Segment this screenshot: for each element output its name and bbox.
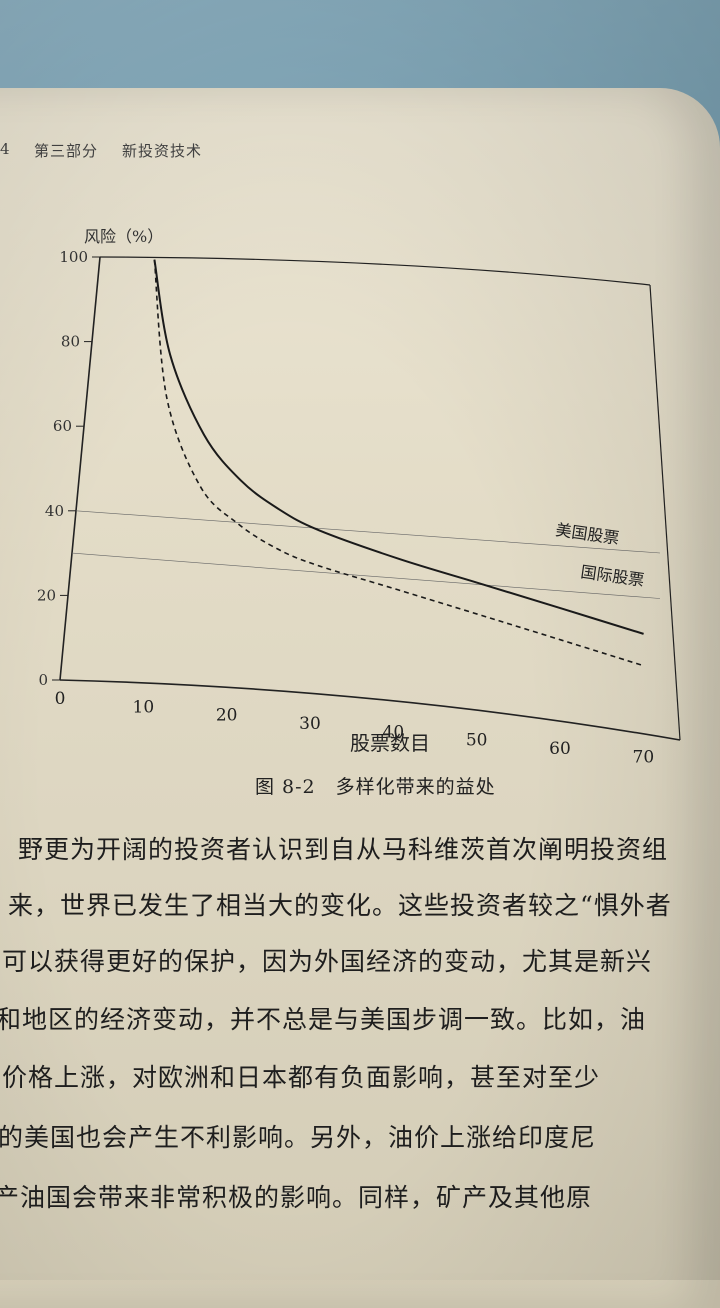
y-tick-label: 80 (61, 333, 80, 351)
series-line-us-stocks (153, 259, 644, 635)
series-label-intl-stocks: 国际股票 (579, 562, 645, 590)
gridline-30 (71, 552, 661, 599)
page-number: 4 (0, 140, 11, 158)
text-line: 价格上涨，对欧洲和日本都有负面影响，甚至对至少 (2, 1063, 601, 1092)
x-tick-label: 0 (55, 689, 66, 709)
series-line-intl-stocks (153, 259, 644, 667)
frame-bottom (59, 679, 681, 741)
text-line: 和地区的经济变动，并不总是与美国步调一致。比如，油 (0, 1005, 647, 1034)
frame-right (649, 284, 681, 741)
x-tick-label: 10 (133, 697, 155, 717)
text-line: 的美国也会产生不利影响。另外，油价上涨给印度尼 (0, 1123, 597, 1152)
y-tick-label: 0 (38, 671, 48, 689)
gridlines (71, 510, 661, 599)
figure-caption: 图 8-2 多样化带来的益处 (255, 772, 516, 799)
y-tick-label: 60 (53, 417, 72, 435)
text-line: 可以获得更好的保护，因为外国经济的变动，尤其是新兴 (2, 947, 653, 976)
chapter-title: 新投资技术 (122, 142, 203, 160)
x-tick-label: 40 (383, 722, 405, 742)
text-line: 产油国会带来非常积极的影响。同样，矿产及其他原 (0, 1183, 593, 1212)
gridline-40 (75, 510, 661, 554)
y-tick-label: 20 (37, 586, 56, 604)
x-tick-label: 60 (549, 739, 571, 759)
figure-number: 图 8-2 (255, 776, 316, 798)
x-tick-label: 50 (466, 731, 488, 751)
y-axis (59, 256, 101, 681)
x-tick-label: 70 (633, 747, 655, 767)
plot-frame (59, 256, 681, 741)
text-line: 来，世界已发生了相当大的变化。这些投资者较之“惧外者 (8, 891, 672, 920)
x-axis-label: 股票数目 (350, 731, 430, 755)
frame-top (99, 256, 651, 286)
x-tick-label: 20 (216, 706, 238, 726)
y-tick-label: 100 (59, 248, 88, 266)
y-axis-label: 风险（%） (84, 227, 163, 246)
part-title: 第三部分 (34, 142, 99, 160)
x-ticks: 0 10 20 30 40 50 60 70 (55, 689, 655, 767)
figure-title: 多样化带来的益处 (335, 776, 496, 798)
y-tick-label: 40 (45, 502, 64, 520)
text-line: 野更为开阔的投资者认识到自从马科维茨首次阐明投资组 (18, 835, 669, 864)
x-tick-label: 30 (299, 714, 321, 734)
y-ticks: 0 20 40 60 80 100 (37, 248, 100, 689)
series-group (153, 259, 644, 667)
series-label-us-stocks: 美国股票 (554, 520, 620, 548)
